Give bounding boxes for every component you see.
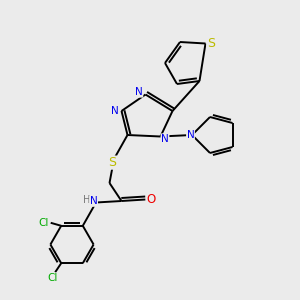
Text: H: H xyxy=(83,195,90,205)
Text: Cl: Cl xyxy=(38,218,48,228)
Text: N: N xyxy=(187,130,194,140)
Text: N: N xyxy=(135,87,143,97)
Text: N: N xyxy=(161,134,169,144)
Text: Cl: Cl xyxy=(47,273,57,283)
Text: S: S xyxy=(109,156,116,169)
Text: S: S xyxy=(207,37,215,50)
Text: N: N xyxy=(111,106,119,116)
Text: N: N xyxy=(90,196,98,206)
Text: O: O xyxy=(146,193,155,206)
